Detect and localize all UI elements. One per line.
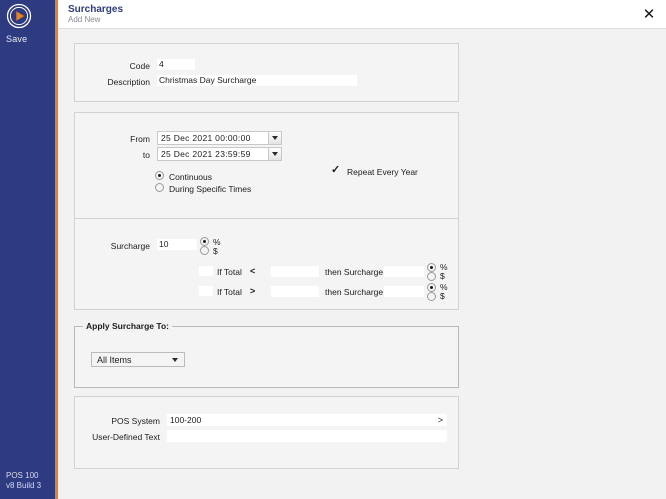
check-icon: ✓ (331, 164, 341, 176)
rule-1-unit-percent-indicator (427, 263, 436, 272)
radio-continuous-indicator (155, 171, 164, 180)
to-label: to (142, 150, 150, 160)
description-label: Description (107, 77, 150, 87)
apply-to-dropdown-arrow[interactable] (166, 357, 184, 362)
radio-during-specific-times-indicator (155, 183, 164, 192)
rule-2-operator: > (250, 286, 256, 296)
rule-2-unit-percent-label: % (440, 282, 448, 292)
apply-surcharge-panel: Apply Surcharge To: All Items (74, 321, 459, 388)
chevron-down-icon (172, 357, 178, 362)
from-label: From (130, 134, 150, 144)
amount-panel: Surcharge % $ If Total < then Surcharge (74, 218, 459, 310)
rule-2-surcharge-input[interactable] (384, 286, 424, 297)
radio-during-specific-times[interactable]: During Specific Times (155, 183, 315, 195)
apply-surcharge-legend: Apply Surcharge To: (83, 321, 172, 331)
rule-row: If Total < then Surcharge % $ (75, 262, 460, 283)
rule-2-if-total-label: If Total (217, 287, 242, 297)
surcharge-unit-dollar-label: $ (213, 246, 218, 256)
rule-2-unit-percent[interactable]: % (427, 282, 453, 292)
apply-to-selected-value: All Items (97, 354, 132, 365)
radio-continuous[interactable]: Continuous (155, 171, 315, 183)
surcharge-value-input[interactable] (157, 239, 197, 250)
rule-2-unit-percent-indicator (427, 283, 436, 292)
rule-1-unit-dollar[interactable]: $ (427, 271, 453, 281)
rule-1-unit-percent-label: % (440, 262, 448, 272)
rule-row: If Total > then Surcharge % $ (75, 282, 460, 303)
sidebar: Save POS 100 v8 Build 3 (0, 0, 55, 499)
pos-system-expand-icon[interactable]: > (437, 415, 443, 425)
schedule-panel: From 25 Dec 2021 00:00:00 to 25 Dec 2021… (74, 112, 459, 227)
page-title: Surcharges (68, 4, 124, 15)
surcharge-unit-percent-label: % (213, 237, 221, 247)
user-defined-text-label: User-Defined Text (92, 432, 160, 442)
rule-2-unit-dollar-indicator (427, 292, 436, 301)
surcharge-label: Surcharge (110, 241, 150, 251)
rule-1-threshold-input[interactable] (271, 266, 319, 277)
radio-during-specific-times-label: During Specific Times (169, 184, 252, 194)
rule-2-unit-dollar-label: $ (440, 291, 445, 301)
play-circle-icon[interactable] (5, 2, 33, 30)
from-datetime-combo[interactable]: 25 Dec 2021 00:00:00 (157, 131, 282, 145)
from-dropdown-arrow[interactable] (268, 132, 281, 144)
rule-1-if-total-label: If Total (217, 267, 242, 277)
save-label: Save (6, 34, 28, 44)
surcharge-unit-percent[interactable]: % (200, 237, 226, 247)
rule-2-threshold-input[interactable] (271, 286, 319, 297)
pos-system-value: 100-200 (170, 415, 202, 425)
chevron-down-icon (272, 152, 278, 156)
repeat-every-year-label: Repeat Every Year (347, 167, 418, 177)
radio-continuous-label: Continuous (169, 172, 213, 182)
rule-1-unit-dollar-indicator (427, 272, 436, 281)
page-subtitle: Add New (68, 15, 101, 24)
code-input[interactable] (157, 59, 195, 70)
to-datetime-value: 25 Dec 2021 23:59:59 (161, 149, 251, 159)
rule-1-then-label: then Surcharge (325, 267, 384, 277)
description-input[interactable] (157, 75, 357, 86)
pos-panel: POS System 100-200 > User-Defined Text (74, 396, 459, 469)
apply-to-dropdown[interactable]: All Items (91, 352, 185, 367)
page-header: Surcharges Add New ✕ (58, 0, 666, 29)
to-datetime-combo[interactable]: 25 Dec 2021 23:59:59 (157, 147, 282, 161)
from-datetime-value: 25 Dec 2021 00:00:00 (161, 133, 251, 143)
repeat-every-year-checkbox[interactable]: ✓ Repeat Every Year (327, 164, 457, 178)
rule-2-then-label: then Surcharge (325, 287, 384, 297)
close-icon[interactable]: ✕ (642, 5, 656, 23)
pos-system-label: POS System (111, 416, 160, 426)
rule-1-enabled-checkbox[interactable] (199, 266, 213, 276)
rule-2-enabled-checkbox[interactable] (199, 286, 213, 296)
rule-1-operator: < (250, 266, 256, 276)
product-name: POS 100 (6, 471, 39, 480)
surcharge-unit-percent-indicator (200, 237, 209, 246)
user-defined-text-input[interactable] (167, 430, 447, 442)
surcharge-unit-dollar[interactable]: $ (200, 246, 226, 256)
rule-1-surcharge-input[interactable] (384, 266, 424, 277)
to-dropdown-arrow[interactable] (268, 148, 281, 160)
save-button[interactable]: Save (6, 34, 27, 44)
version-info: POS 100 v8 Build 3 (6, 471, 41, 491)
identity-panel: Code Description (74, 43, 459, 102)
surcharge-unit-dollar-indicator (200, 246, 209, 255)
rule-1-unit-dollar-label: $ (440, 271, 445, 281)
rule-1-unit-percent[interactable]: % (427, 262, 453, 272)
sidebar-accent-line (55, 0, 58, 499)
chevron-down-icon (272, 136, 278, 140)
form-content: Code Description From 25 Dec 2021 00:00:… (58, 30, 666, 499)
build-version: v8 Build 3 (6, 481, 42, 490)
rule-2-unit-dollar[interactable]: $ (427, 291, 453, 301)
pos-system-field[interactable]: 100-200 > (167, 414, 447, 426)
code-label: Code (129, 61, 150, 71)
